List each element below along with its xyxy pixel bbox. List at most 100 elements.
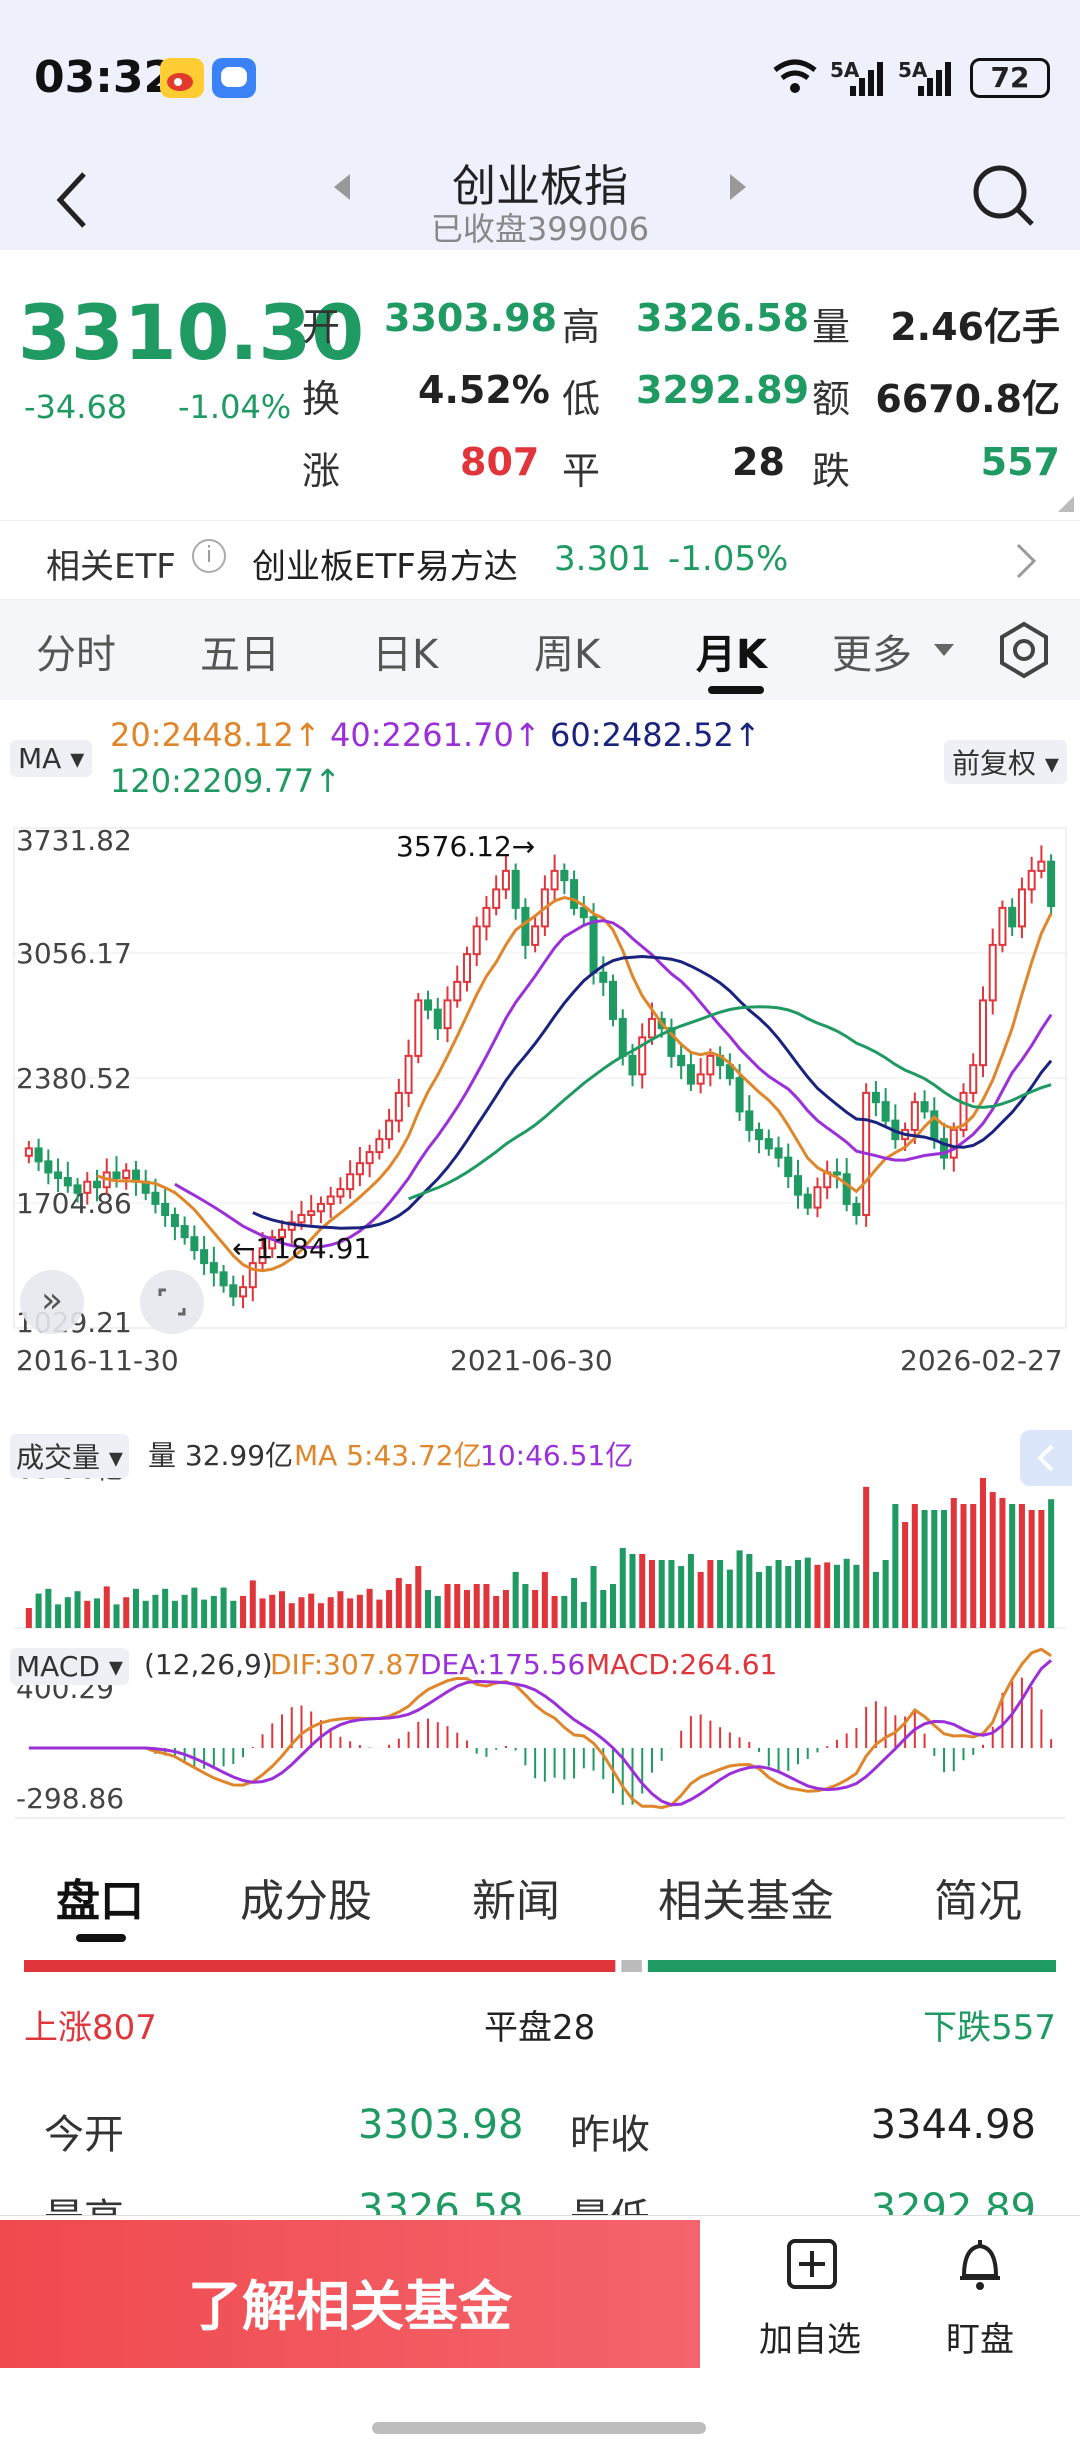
volume-bar <box>824 1562 831 1628</box>
tab-daily[interactable]: 日K <box>372 632 439 678</box>
volume-bar <box>853 1564 860 1628</box>
etf-price: 3.301 <box>554 539 652 579</box>
volume-bar <box>483 1584 490 1628</box>
tab-related-funds[interactable]: 相关基金 <box>658 1876 834 1927</box>
tab-monthly[interactable]: 月K <box>696 632 767 678</box>
candle <box>521 906 530 946</box>
tab-constituents[interactable]: 成分股 <box>240 1876 372 1927</box>
volume-bar <box>230 1600 237 1628</box>
candle <box>793 1175 803 1196</box>
volume-bar <box>843 1558 850 1628</box>
candle <box>978 999 987 1067</box>
volume-bar <box>317 1603 324 1628</box>
detail-open-value: 3303.98 <box>358 2102 524 2148</box>
settings-icon[interactable] <box>994 620 1054 684</box>
candle <box>365 1151 374 1165</box>
signal-icon-1 <box>836 60 886 104</box>
volume-bar <box>717 1560 724 1628</box>
back-arrow-icon[interactable] <box>52 170 92 234</box>
search-icon[interactable] <box>970 162 1036 236</box>
weibo-icon <box>160 58 204 98</box>
side-panel-toggle-icon[interactable] <box>1020 1430 1072 1486</box>
candle <box>706 1054 715 1076</box>
volume-bar <box>191 1587 198 1628</box>
tab-more[interactable]: 更多 <box>832 632 912 678</box>
macd-dif-line <box>28 1647 1052 1810</box>
tab-five-day[interactable]: 五日 <box>200 632 280 678</box>
prev-index-icon[interactable] <box>332 172 352 206</box>
learn-funds-button[interactable]: 了解相关基金 <box>0 2220 700 2368</box>
candle <box>394 1091 403 1122</box>
volume-bar <box>561 1596 568 1628</box>
x-tick-label: 2026-02-27 <box>900 1344 1063 1377</box>
macd-params: (12,26,9) <box>144 1648 273 1681</box>
candle <box>609 980 618 1020</box>
add-watchlist-button[interactable]: 加自选 <box>740 2228 880 2368</box>
volume-bar <box>201 1599 208 1628</box>
candle <box>1047 860 1056 908</box>
volume-bar <box>989 1492 996 1628</box>
etf-pct: -1.05% <box>668 539 789 579</box>
x-tick-label: 2016-11-30 <box>16 1344 179 1377</box>
tab-news[interactable]: 新闻 <box>472 1876 560 1927</box>
volume-bar <box>103 1586 110 1628</box>
fullscreen-icon[interactable] <box>140 1270 204 1334</box>
low-value: 3292.89 <box>636 368 810 412</box>
candle <box>803 1193 812 1209</box>
kline-svg[interactable]: 3731.823056.172380.521704.861029.212016-… <box>0 818 1080 1848</box>
candle <box>424 999 433 1011</box>
volume-bar <box>35 1593 42 1628</box>
volume-bar <box>794 1560 802 1628</box>
info-icon[interactable]: i <box>192 539 226 573</box>
period-tabs: 分时 五日 日K 周K 月K 更多 <box>0 600 1080 700</box>
candle <box>852 1202 861 1216</box>
volume-bar <box>366 1588 373 1628</box>
add-watchlist-label: 加自选 <box>759 2320 861 2360</box>
signal-label-1: 5A <box>830 58 860 82</box>
candle <box>190 1236 199 1252</box>
home-indicator <box>372 2422 706 2434</box>
tab-intraday[interactable]: 分时 <box>36 632 116 678</box>
macd-dea: DEA:175.56 <box>420 1648 586 1681</box>
candle <box>1017 888 1026 928</box>
volume-bar <box>600 1590 607 1628</box>
tab-profile[interactable]: 简况 <box>934 1876 1022 1927</box>
candle <box>998 906 1007 946</box>
watch-button[interactable]: 盯盘 <box>910 2228 1050 2368</box>
tab-weekly[interactable]: 周K <box>534 632 601 678</box>
adjust-selector[interactable]: 前复权 ▾ <box>944 740 1067 784</box>
chevron-right-icon <box>1014 541 1038 585</box>
volume-bar <box>55 1604 62 1628</box>
chevron-down-icon[interactable] <box>932 642 956 662</box>
volume-bar <box>678 1566 685 1628</box>
volume-bar <box>804 1557 811 1628</box>
macd-selector[interactable]: MACD ▾ <box>10 1648 129 1685</box>
volume-bar <box>619 1548 626 1628</box>
volume-selector[interactable]: 成交量 ▾ <box>10 1434 129 1478</box>
volume-bar <box>288 1603 295 1628</box>
volume-label: 量 <box>812 305 851 349</box>
volume-bar <box>74 1591 81 1628</box>
volume-bar <box>979 1478 986 1628</box>
volume-bar <box>298 1597 305 1628</box>
ma-selector[interactable]: MA ▾ <box>10 740 93 777</box>
volume-bar <box>425 1590 432 1628</box>
etf-row[interactable]: 相关ETF i 创业板ETF易方达 3.301 -1.05% <box>0 520 1080 600</box>
macd-tick-bottom: -298.86 <box>16 1782 124 1815</box>
turnover-label: 换 <box>302 377 341 421</box>
candle <box>316 1202 325 1213</box>
candle <box>229 1284 238 1298</box>
y-tick-label: 3731.82 <box>16 824 132 857</box>
macd-dif: DIF:307.87 <box>270 1648 422 1681</box>
expand-corner-icon[interactable] <box>1058 496 1074 512</box>
wifi-icon <box>770 56 820 100</box>
next-index-icon[interactable] <box>728 172 748 206</box>
candle <box>628 1054 637 1076</box>
breadth-up: 上涨807 <box>24 2008 157 2048</box>
candle <box>307 1210 316 1216</box>
collapse-panel-icon[interactable]: » <box>20 1270 84 1334</box>
candle <box>34 1147 43 1163</box>
volume-bar <box>123 1597 130 1628</box>
tab-orderbook[interactable]: 盘口 <box>56 1876 144 1927</box>
open-label: 开 <box>302 305 341 349</box>
